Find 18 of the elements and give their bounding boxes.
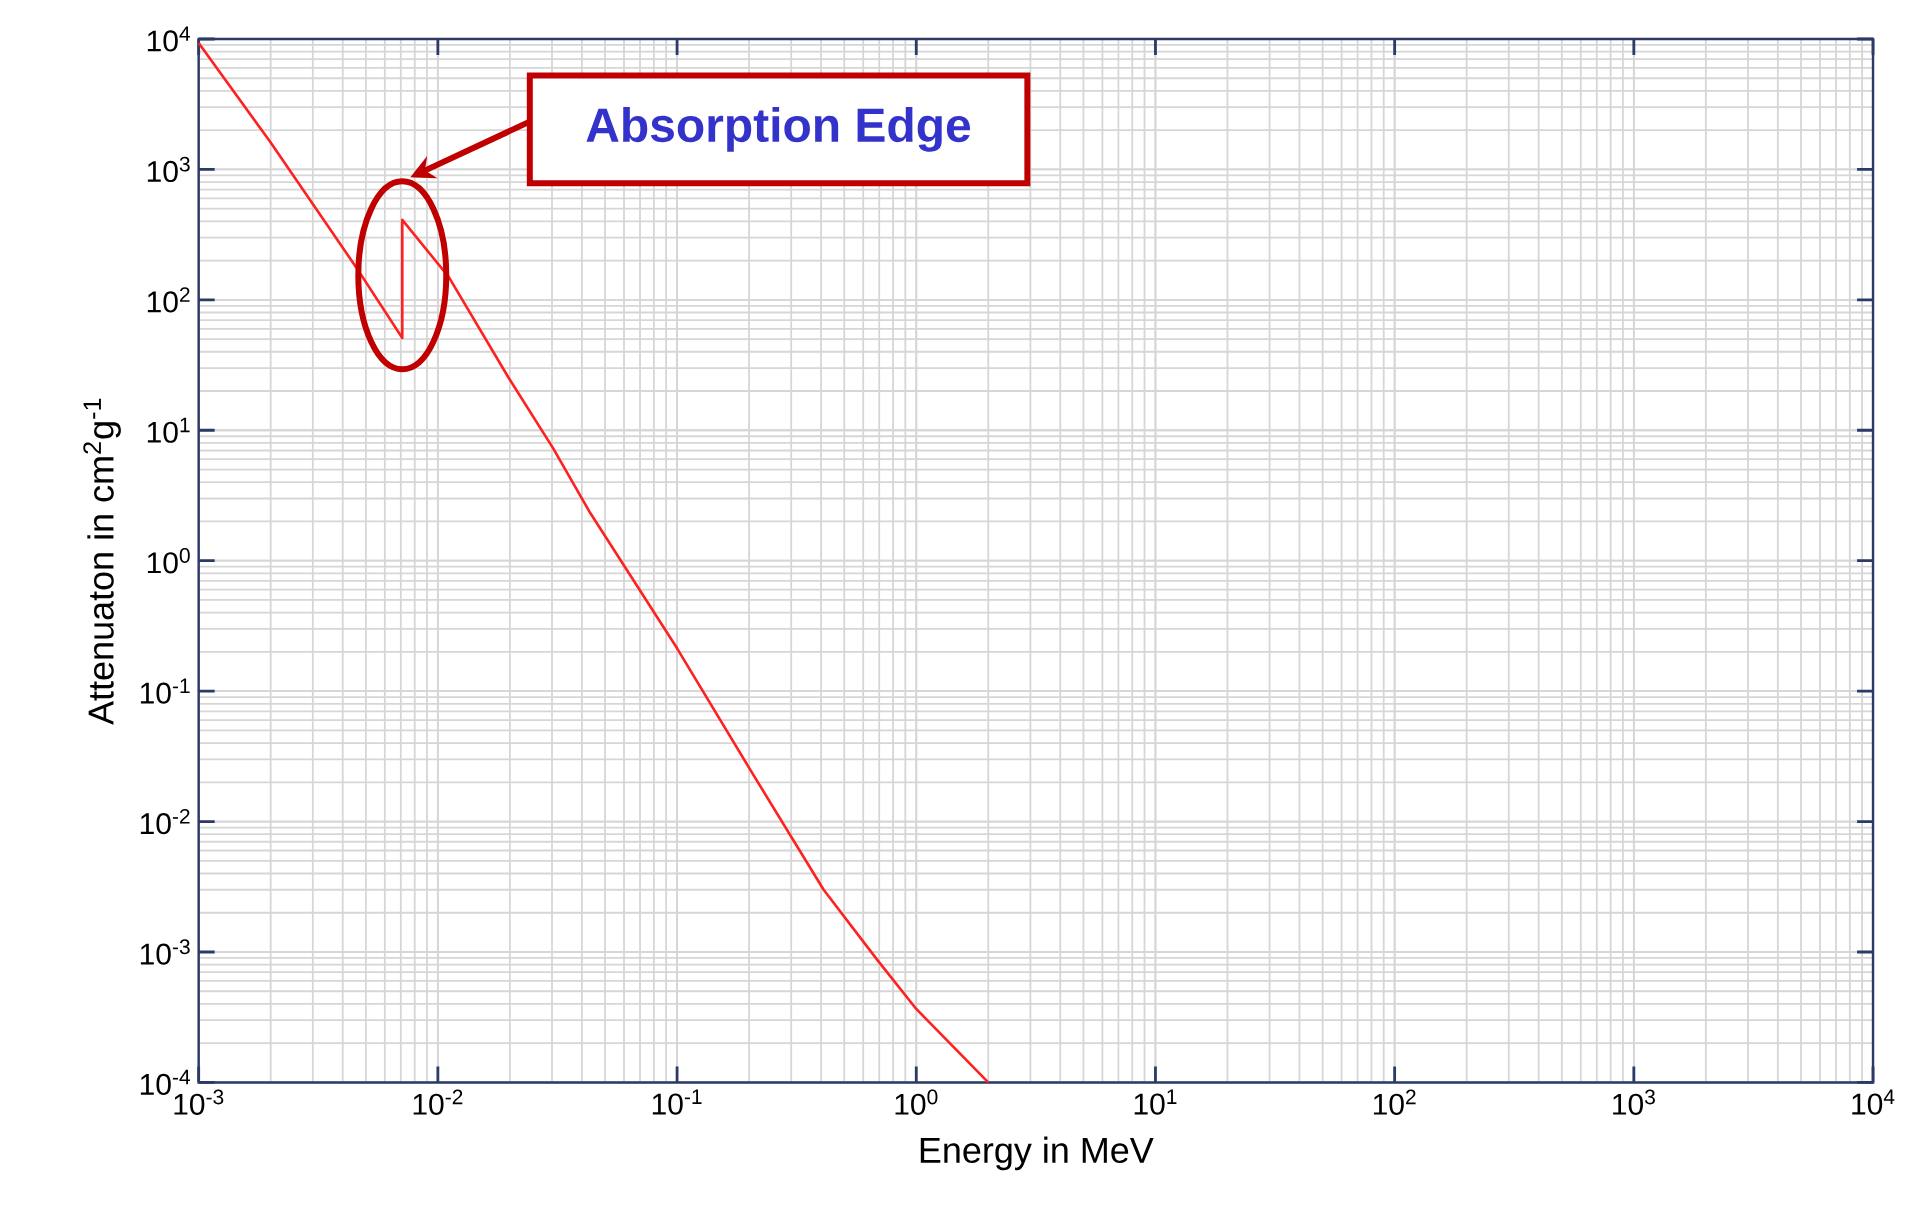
annotation: Absorption Edge [586,106,971,152]
x-tick-label: 10$^{3}$ [1613,1089,1655,1115]
y-tick-label: 10$^{-2}$ [140,808,190,835]
x-tick-label: 10$^{0}$ [895,1089,938,1115]
y-tick-label: 10$^{-3}$ [140,939,190,965]
y-tick-label: 10$^{2}$ [147,286,190,313]
x-tick-label: 10$^{1}$ [1134,1089,1177,1115]
x-tick-label: 10$^{2}$ [1373,1089,1416,1115]
x-tick-label: 10$^{4}$ [1852,1089,1895,1115]
y-axis-title: Attenuaton in cm$^{2}$g$^{-1}$ [83,398,121,725]
y-tick-label: 10$^{0}$ [147,547,190,574]
y-tick-label: 10$^{4}$ [147,26,190,52]
y-tick-label: 10$^{-1}$ [140,678,190,704]
y-tick-label: 10$^{1}$ [147,417,190,443]
x-tick-label: 10$^{-1}$ [652,1089,702,1115]
x-tick-label: 10$^{-2}$ [413,1089,463,1115]
x-axis-title: Energy in MeV [920,1136,1154,1170]
y-tick-label: 10$^{3}$ [147,156,190,182]
